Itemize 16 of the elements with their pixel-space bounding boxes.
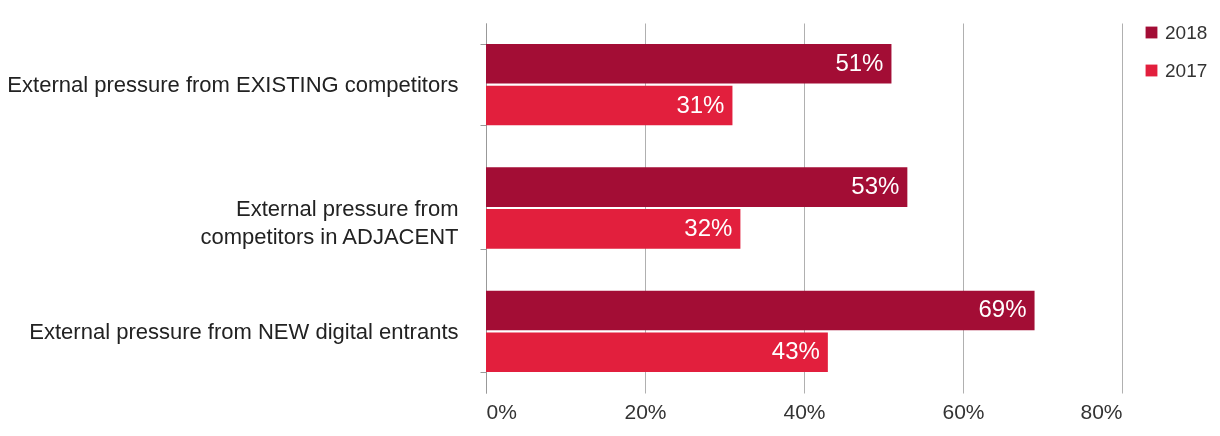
y-tick-label: External pressure from competitors in ADJACENT <box>200 195 459 249</box>
legend-label: 2018 <box>1165 21 1208 43</box>
text: 31% <box>676 90 725 118</box>
y-tick-label: External pressure from EXISTING competitors <box>7 72 459 98</box>
text: 53% <box>851 172 900 200</box>
text: 32% <box>684 213 733 241</box>
x-tick-label: 80% <box>1080 399 1123 423</box>
text: 69% <box>978 295 1027 323</box>
x-tick-label: 40% <box>783 399 826 423</box>
x-tick-label: 0% <box>486 399 517 423</box>
x-tick-label: 60% <box>942 399 985 423</box>
text: 43% <box>771 337 820 365</box>
text: 51% <box>835 48 884 76</box>
y-tick-label: External pressure from NEW digital entrants <box>29 318 459 344</box>
legend-label: 2017 <box>1165 59 1208 81</box>
x-tick-label: 20% <box>624 399 667 423</box>
